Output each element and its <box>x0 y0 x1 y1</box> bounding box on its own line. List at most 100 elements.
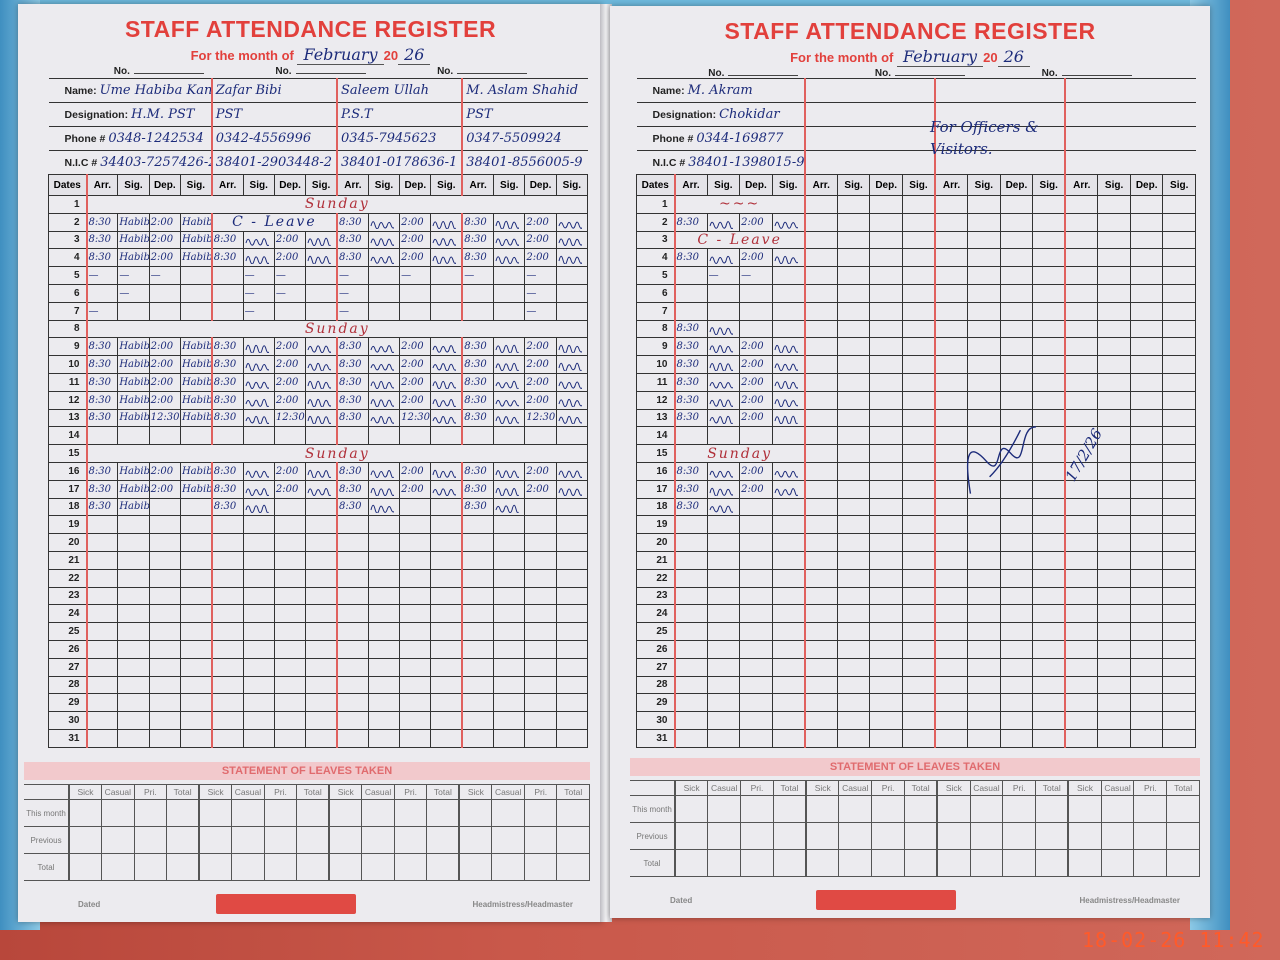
leaves-cell[interactable] <box>1167 796 1200 823</box>
arrival-signature-cell[interactable] <box>243 373 274 391</box>
departure-time-cell[interactable] <box>400 284 431 302</box>
departure-signature-cell[interactable] <box>902 284 935 302</box>
departure-signature-cell[interactable] <box>556 480 587 498</box>
departure-time-cell[interactable] <box>1130 480 1163 498</box>
departure-time-cell[interactable] <box>400 658 431 676</box>
arrival-signature-cell[interactable]: Habiba <box>118 356 149 374</box>
departure-time-cell[interactable] <box>274 551 305 569</box>
departure-time-cell[interactable] <box>274 302 305 320</box>
arrival-signature-cell[interactable]: — <box>118 284 149 302</box>
departure-signature-cell[interactable] <box>1033 623 1066 641</box>
arrival-time-cell[interactable] <box>462 284 493 302</box>
arrival-signature-cell[interactable] <box>968 676 1001 694</box>
departure-time-cell[interactable] <box>1000 356 1033 374</box>
departure-time-cell[interactable] <box>1130 498 1163 516</box>
arrival-time-cell[interactable]: 8:30 <box>337 409 368 427</box>
departure-time-cell[interactable] <box>1000 587 1033 605</box>
departure-signature-cell[interactable] <box>902 213 935 231</box>
arrival-signature-cell[interactable] <box>494 623 525 641</box>
departure-time-cell[interactable] <box>1000 320 1033 338</box>
leaves-cell[interactable] <box>69 800 102 827</box>
arrival-time-cell[interactable] <box>212 605 243 623</box>
departure-time-cell[interactable] <box>1000 534 1033 552</box>
departure-time-cell[interactable] <box>740 534 773 552</box>
arrival-time-cell[interactable]: 8:30 <box>337 356 368 374</box>
departure-time-cell[interactable] <box>400 605 431 623</box>
leaves-cell[interactable] <box>459 800 492 827</box>
arrival-time-cell[interactable] <box>337 534 368 552</box>
arrival-signature-cell[interactable] <box>494 213 525 231</box>
arrival-time-cell[interactable] <box>87 694 118 712</box>
departure-time-cell[interactable] <box>740 498 773 516</box>
departure-time-cell[interactable] <box>149 427 180 445</box>
arrival-time-cell[interactable]: 8:30 <box>212 338 243 356</box>
leaves-cell[interactable] <box>1101 823 1134 850</box>
departure-time-cell[interactable] <box>870 498 903 516</box>
arrival-signature-cell[interactable] <box>494 569 525 587</box>
departure-signature-cell[interactable] <box>431 640 462 658</box>
departure-signature-cell[interactable]: Habiba <box>180 231 211 249</box>
departure-signature-cell[interactable] <box>902 427 935 445</box>
departure-time-cell[interactable]: 2:00 <box>525 480 556 498</box>
arrival-time-cell[interactable]: — <box>87 302 118 320</box>
departure-signature-cell[interactable] <box>902 569 935 587</box>
arrival-signature-cell[interactable] <box>494 267 525 285</box>
arrival-signature-cell[interactable] <box>494 409 525 427</box>
arrival-time-cell[interactable] <box>675 516 708 534</box>
arrival-time-cell[interactable] <box>675 284 708 302</box>
arrival-signature-cell[interactable] <box>968 284 1001 302</box>
departure-time-cell[interactable]: 2:00 <box>400 249 431 267</box>
arrival-time-cell[interactable]: 8:30 <box>87 338 118 356</box>
leaves-cell[interactable] <box>102 800 135 827</box>
arrival-time-cell[interactable] <box>1065 249 1098 267</box>
departure-signature-cell[interactable] <box>431 373 462 391</box>
arrival-time-cell[interactable] <box>935 213 968 231</box>
departure-signature-cell[interactable] <box>431 587 462 605</box>
departure-signature-cell[interactable] <box>902 356 935 374</box>
departure-time-cell[interactable] <box>1000 249 1033 267</box>
leaves-cell[interactable] <box>1101 796 1134 823</box>
departure-signature-cell[interactable] <box>431 729 462 747</box>
departure-time-cell[interactable]: 2:00 <box>149 249 180 267</box>
leaves-cell[interactable] <box>675 796 708 823</box>
departure-time-cell[interactable]: 2:00 <box>274 356 305 374</box>
arrival-signature-cell[interactable] <box>707 427 740 445</box>
departure-time-cell[interactable] <box>740 320 773 338</box>
departure-signature-cell[interactable] <box>556 231 587 249</box>
departure-time-cell[interactable] <box>274 640 305 658</box>
arrival-time-cell[interactable] <box>805 302 838 320</box>
leaves-cell[interactable] <box>557 827 590 854</box>
arrival-signature-cell[interactable] <box>1098 676 1131 694</box>
departure-time-cell[interactable] <box>1000 516 1033 534</box>
departure-signature-cell[interactable] <box>431 712 462 730</box>
departure-signature-cell[interactable] <box>306 267 337 285</box>
departure-time-cell[interactable] <box>1130 694 1163 712</box>
arrival-time-cell[interactable] <box>337 676 368 694</box>
departure-signature-cell[interactable] <box>556 676 587 694</box>
departure-signature-cell[interactable] <box>902 587 935 605</box>
arrival-time-cell[interactable] <box>675 623 708 641</box>
departure-signature-cell[interactable] <box>1033 196 1066 214</box>
arrival-time-cell[interactable] <box>462 587 493 605</box>
arrival-signature-cell[interactable] <box>368 694 399 712</box>
arrival-time-cell[interactable] <box>675 658 708 676</box>
arrival-time-cell[interactable] <box>675 640 708 658</box>
departure-signature-cell[interactable] <box>431 302 462 320</box>
leaves-cell[interactable] <box>806 850 839 877</box>
arrival-signature-cell[interactable] <box>968 534 1001 552</box>
arrival-signature-cell[interactable] <box>1098 623 1131 641</box>
arrival-time-cell[interactable] <box>337 551 368 569</box>
arrival-signature-cell[interactable] <box>494 694 525 712</box>
departure-signature-cell[interactable] <box>306 623 337 641</box>
arrival-time-cell[interactable] <box>1065 302 1098 320</box>
leaves-cell[interactable] <box>102 827 135 854</box>
departure-signature-cell[interactable] <box>1033 320 1066 338</box>
departure-time-cell[interactable] <box>1000 551 1033 569</box>
arrival-time-cell[interactable] <box>935 231 968 249</box>
arrival-time-cell[interactable] <box>462 658 493 676</box>
departure-signature-cell[interactable] <box>180 569 211 587</box>
departure-time-cell[interactable]: 2:00 <box>149 231 180 249</box>
departure-signature-cell[interactable] <box>306 427 337 445</box>
departure-signature-cell[interactable] <box>772 729 805 747</box>
departure-time-cell[interactable] <box>1000 338 1033 356</box>
